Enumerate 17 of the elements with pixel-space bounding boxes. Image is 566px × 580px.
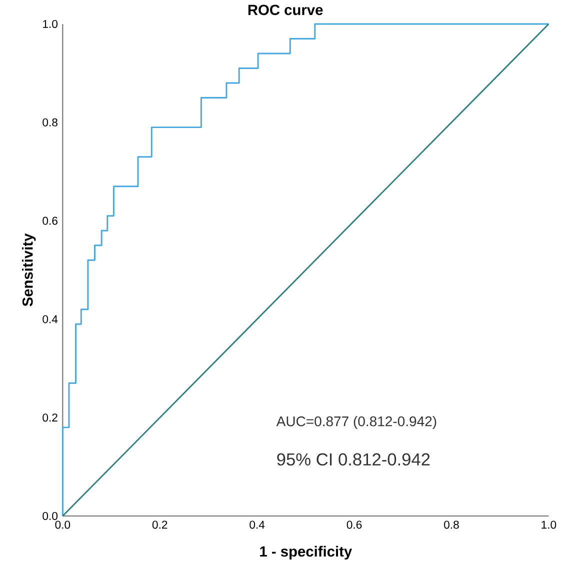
y-tick-label: 0.6 (42, 216, 58, 225)
x-tick-label: 0.6 (346, 520, 362, 529)
annotation: AUC=0.877 (0.812-0.942) (276, 416, 436, 430)
x-tick-label: 1.0 (542, 520, 556, 529)
y-tick-label: 0.4 (42, 315, 58, 324)
y-tick-label: 0.2 (42, 414, 58, 422)
y-axis-title: Sensitivity (22, 233, 36, 306)
y-tick-label: 0.0 (42, 512, 58, 520)
x-axis-title: 1 - specificity (260, 546, 352, 560)
x-tick-label: 0.4 (250, 520, 265, 529)
x-tick-label: 0.0 (55, 520, 70, 529)
chart-title: ROC curve (248, 4, 323, 16)
y-tick-label: 0.8 (42, 118, 58, 126)
annotation: 95% CI 0.812-0.942 (277, 453, 430, 466)
x-tick-label: 0.2 (152, 520, 168, 529)
x-tick-label: 0.8 (444, 520, 459, 529)
y-tick-label: 1.0 (43, 20, 58, 28)
